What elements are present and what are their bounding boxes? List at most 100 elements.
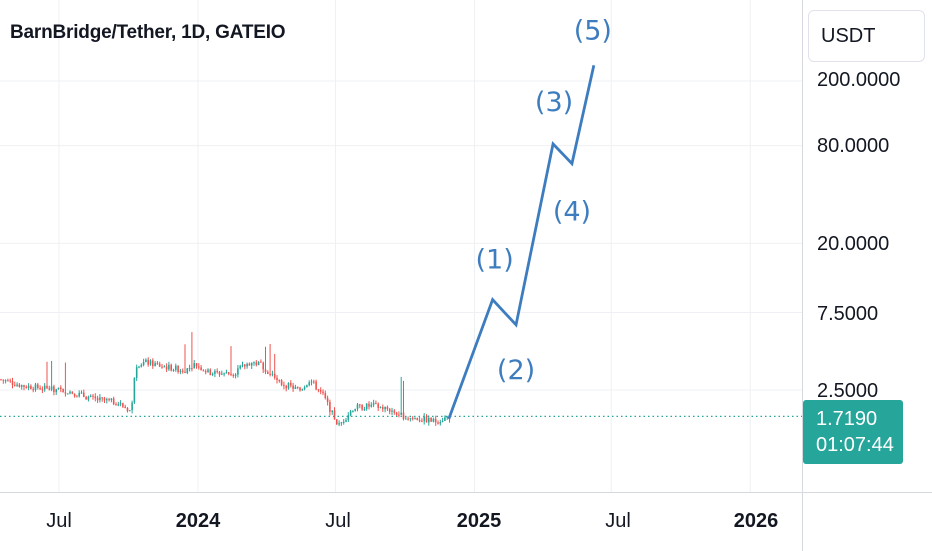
candle-body bbox=[402, 412, 405, 419]
candle-body bbox=[347, 415, 350, 421]
price-tick-label: 7.5000 bbox=[817, 303, 879, 325]
candle-body bbox=[255, 362, 258, 366]
candle-body bbox=[405, 418, 407, 420]
candle-body bbox=[278, 380, 281, 382]
candle-body bbox=[133, 378, 136, 403]
candle-body bbox=[382, 406, 384, 410]
candle-body bbox=[145, 359, 147, 363]
candle-body bbox=[147, 359, 149, 365]
candle-body bbox=[32, 389, 34, 391]
candle-body bbox=[388, 408, 391, 412]
time-tick-label: 2026 bbox=[733, 510, 779, 532]
candle-body bbox=[428, 417, 430, 423]
candle-body bbox=[444, 417, 446, 421]
candle-body bbox=[170, 364, 172, 371]
candle-body bbox=[439, 422, 442, 424]
candle-body bbox=[78, 392, 80, 397]
candle-body bbox=[46, 385, 48, 389]
candle-body bbox=[158, 363, 161, 367]
candle-body bbox=[115, 404, 117, 406]
candle-body bbox=[345, 420, 347, 422]
candle-body bbox=[209, 369, 212, 375]
candle-body bbox=[131, 402, 133, 411]
currency-button[interactable]: USDT bbox=[808, 10, 925, 62]
candle-body bbox=[126, 408, 129, 412]
candle-body bbox=[407, 418, 409, 420]
candle-body bbox=[437, 422, 439, 424]
candle-body bbox=[333, 410, 336, 420]
candle-body bbox=[365, 403, 368, 410]
candle-body bbox=[23, 385, 25, 387]
candle-body bbox=[34, 384, 37, 390]
candle-body bbox=[354, 408, 356, 411]
candle-body bbox=[186, 368, 189, 374]
candle-body bbox=[85, 396, 87, 400]
candle-body bbox=[398, 414, 400, 416]
candle-body bbox=[149, 360, 152, 365]
candle-body bbox=[156, 363, 159, 365]
candle-body bbox=[409, 417, 412, 419]
candle-body bbox=[122, 403, 124, 407]
candle-body bbox=[2, 379, 5, 381]
candle-body bbox=[317, 389, 320, 391]
candle-body bbox=[117, 404, 120, 406]
symbol-title: BarnBridge/Tether, 1D, GATEIO bbox=[10, 22, 286, 43]
candle-body bbox=[342, 421, 345, 423]
last-price-value: 1.7190 bbox=[816, 408, 878, 430]
candle-body bbox=[326, 398, 329, 402]
candle-body bbox=[154, 363, 156, 367]
wave-projection-line bbox=[447, 64, 596, 420]
candle-body bbox=[423, 416, 425, 422]
price-tick-label: 2.5000 bbox=[817, 380, 879, 402]
candle-body bbox=[393, 410, 396, 413]
candle-body bbox=[280, 380, 283, 385]
candle-body bbox=[172, 369, 175, 371]
time-tick-label: Jul bbox=[46, 510, 72, 532]
candle-body bbox=[241, 364, 244, 366]
candle-body bbox=[188, 368, 191, 370]
wave-label: (5) bbox=[574, 15, 612, 46]
candle-body bbox=[250, 362, 253, 366]
candle-body bbox=[264, 369, 267, 372]
price-axis[interactable] bbox=[802, 0, 932, 492]
candle-body bbox=[425, 416, 428, 423]
candle-body bbox=[101, 397, 103, 399]
candle-body bbox=[418, 420, 421, 422]
time-tick-label: Jul bbox=[605, 510, 631, 532]
candle-body bbox=[434, 418, 437, 423]
candle-body bbox=[71, 391, 74, 394]
candle-body bbox=[237, 368, 239, 375]
candle-body bbox=[198, 366, 200, 368]
chart-canvas[interactable]: (1) (2) (3) (4) (5) bbox=[0, 0, 802, 492]
candle-body bbox=[294, 386, 297, 389]
candle-body bbox=[329, 401, 331, 413]
candle-body bbox=[244, 364, 246, 367]
chart-plot-area[interactable]: (1) (2) (3) (4) (5) bbox=[0, 0, 802, 492]
axis-corner bbox=[802, 492, 932, 551]
candle-body bbox=[352, 410, 354, 412]
candle-body bbox=[103, 398, 106, 401]
candle-body bbox=[262, 362, 264, 370]
candle-body bbox=[0, 379, 2, 381]
candle-body bbox=[76, 396, 78, 398]
candle-body bbox=[152, 360, 154, 367]
candle-body bbox=[283, 384, 285, 386]
wave-label: (2) bbox=[497, 355, 535, 386]
candle-body bbox=[368, 403, 370, 407]
candle-body bbox=[181, 370, 184, 372]
candle-body bbox=[411, 417, 414, 419]
candle-body bbox=[379, 406, 382, 408]
candle-body bbox=[230, 373, 232, 376]
candle-body bbox=[395, 412, 398, 415]
candle-body bbox=[39, 387, 41, 390]
time-tick-label: Jul bbox=[325, 510, 351, 532]
candle-body bbox=[184, 371, 186, 374]
candle-body bbox=[138, 366, 140, 368]
candle-body bbox=[87, 396, 90, 400]
candle-body bbox=[18, 384, 21, 387]
candle-body bbox=[27, 385, 30, 388]
candle-body bbox=[89, 395, 92, 397]
time-axis[interactable] bbox=[0, 492, 802, 551]
candle-body bbox=[195, 363, 198, 367]
candle-body bbox=[372, 403, 375, 405]
